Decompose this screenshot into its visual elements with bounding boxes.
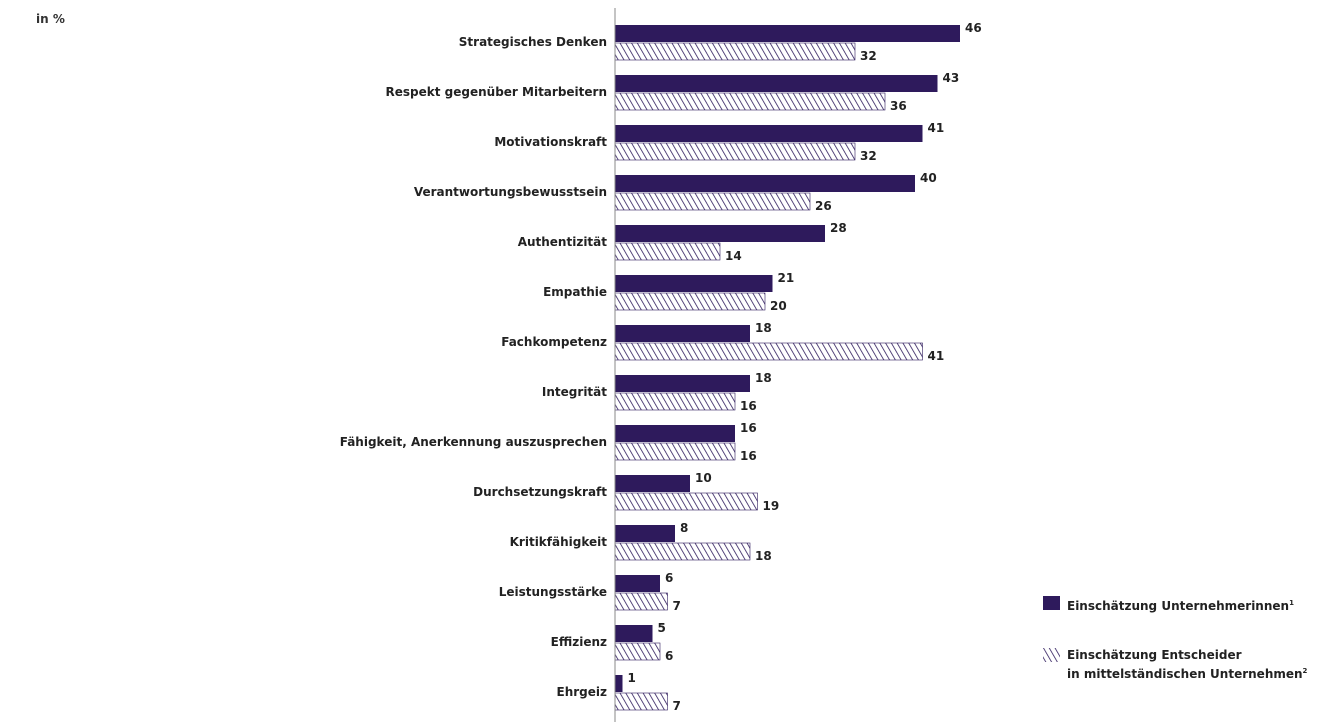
value-label-durchsetzungskraft-unternehmerinnen: 10: [695, 471, 712, 485]
value-label-fachkompetenz-entscheider: 41: [928, 349, 945, 363]
category-label-fachkompetenz: Fachkompetenz: [501, 335, 607, 349]
legend-label-entscheider-line1: Einschätzung Entscheider: [1067, 648, 1242, 662]
bar-leistungsstarke-unternehmerinnen: [615, 575, 660, 592]
bar-strategisches-denken-entscheider: [614, 42, 856, 61]
category-label-respekt-gegenuber-mitarbeitern: Respekt gegenüber Mitarbeitern: [386, 85, 608, 99]
category-label-durchsetzungskraft: Durchsetzungskraft: [473, 485, 607, 499]
value-label-fahigkeit-anerkennung-auszusprechen-unternehmerinnen: 16: [740, 421, 757, 435]
category-label-motivationskraft: Motivationskraft: [494, 135, 607, 149]
category-label-verantwortungsbewusstsein: Verantwortungsbewusstsein: [414, 185, 607, 199]
bar-integritat-unternehmerinnen: [615, 375, 750, 392]
bar-verantwortungsbewusstsein-unternehmerinnen: [615, 175, 915, 192]
value-label-integritat-entscheider: 16: [740, 399, 757, 413]
value-label-strategisches-denken-unternehmerinnen: 46: [965, 21, 982, 35]
value-label-verantwortungsbewusstsein-entscheider: 26: [815, 199, 832, 213]
bar-durchsetzungskraft-unternehmerinnen: [615, 475, 690, 492]
value-label-effizienz-entscheider: 6: [665, 649, 673, 663]
value-label-respekt-gegenuber-mitarbeitern-entscheider: 36: [890, 99, 907, 113]
value-label-strategisches-denken-entscheider: 32: [860, 49, 877, 63]
bar-effizienz-unternehmerinnen: [615, 625, 653, 642]
legend-swatch-hatched: [1043, 648, 1060, 662]
legend-label-entscheider-line2: in mittelständischen Unternehmen: [1067, 667, 1303, 681]
value-label-motivationskraft-unternehmerinnen: 41: [928, 121, 945, 135]
legend-footnote-2: 2: [1302, 667, 1308, 675]
value-label-kritikfahigkeit-unternehmerinnen: 8: [680, 521, 688, 535]
value-label-leistungsstarke-entscheider: 7: [673, 599, 681, 613]
legend-label-unternehmerinnen: Einschätzung Unternehmerinnen: [1067, 599, 1290, 613]
bar-motivationskraft-entscheider: [614, 142, 856, 161]
bar-fachkompetenz-unternehmerinnen: [615, 325, 750, 342]
value-label-authentizitat-entscheider: 14: [725, 249, 742, 263]
category-label-integritat: Integrität: [542, 385, 607, 399]
value-label-authentizitat-unternehmerinnen: 28: [830, 221, 847, 235]
bars-layer: Strategisches Denken 46 32 Respekt gegenübe…: [340, 21, 982, 713]
value-label-integritat-unternehmerinnen: 18: [755, 371, 772, 385]
value-label-fachkompetenz-unternehmerinnen: 18: [755, 321, 772, 335]
bar-authentizitat-entscheider: [614, 242, 721, 261]
value-label-durchsetzungskraft-entscheider: 19: [763, 499, 780, 513]
category-label-empathie: Empathie: [543, 285, 607, 299]
bar-strategisches-denken-unternehmerinnen: [615, 25, 960, 42]
bar-respekt-gegenuber-mitarbeitern-unternehmerinnen: [615, 75, 938, 92]
category-label-strategisches-denken: Strategisches Denken: [459, 35, 607, 49]
unit-label: in %: [36, 12, 65, 26]
value-label-empathie-entscheider: 20: [770, 299, 787, 313]
value-label-leistungsstarke-unternehmerinnen: 6: [665, 571, 673, 585]
bar-integritat-entscheider: [614, 392, 736, 411]
value-label-motivationskraft-entscheider: 32: [860, 149, 877, 163]
value-label-respekt-gegenuber-mitarbeitern-unternehmerinnen: 43: [943, 71, 960, 85]
category-label-ehrgeiz: Ehrgeiz: [557, 685, 608, 699]
category-label-leistungsstarke: Leistungsstärke: [499, 585, 607, 599]
bar-fahigkeit-anerkennung-auszusprechen-unternehmerinnen: [615, 425, 735, 442]
bar-ehrgeiz-entscheider: [614, 692, 668, 711]
value-label-kritikfahigkeit-entscheider: 18: [755, 549, 772, 563]
category-label-kritikfahigkeit: Kritikfähigkeit: [510, 535, 608, 549]
bar-effizienz-entscheider: [614, 642, 661, 661]
bar-verantwortungsbewusstsein-entscheider: [614, 192, 811, 211]
value-label-empathie-unternehmerinnen: 21: [778, 271, 795, 285]
bar-motivationskraft-unternehmerinnen: [615, 125, 923, 142]
bar-authentizitat-unternehmerinnen: [615, 225, 825, 242]
bar-empathie-unternehmerinnen: [615, 275, 773, 292]
value-label-ehrgeiz-unternehmerinnen: 1: [628, 671, 636, 685]
legend-swatch-solid: [1043, 596, 1060, 610]
bar-respekt-gegenuber-mitarbeitern-entscheider: [614, 92, 886, 111]
bar-fachkompetenz-entscheider: [614, 342, 923, 361]
bar-fahigkeit-anerkennung-auszusprechen-entscheider: [614, 442, 736, 461]
bar-empathie-entscheider: [614, 292, 766, 311]
category-label-fahigkeit-anerkennung-auszusprechen: Fähigkeit, Anerkennung auszusprechen: [340, 435, 607, 449]
bar-leistungsstarke-entscheider: [614, 592, 668, 611]
value-label-effizienz-unternehmerinnen: 5: [658, 621, 666, 635]
bar-kritikfahigkeit-unternehmerinnen: [615, 525, 675, 542]
value-label-verantwortungsbewusstsein-unternehmerinnen: 40: [920, 171, 937, 185]
bar-durchsetzungskraft-entscheider: [614, 492, 758, 511]
value-label-ehrgeiz-entscheider: 7: [673, 699, 681, 713]
bar-kritikfahigkeit-entscheider: [614, 542, 751, 561]
bar-ehrgeiz-unternehmerinnen: [615, 675, 623, 692]
category-label-effizienz: Effizienz: [551, 635, 607, 649]
value-label-fahigkeit-anerkennung-auszusprechen-entscheider: 16: [740, 449, 757, 463]
category-label-authentizitat: Authentizität: [518, 235, 608, 249]
legend-footnote-1: 1: [1289, 599, 1294, 607]
